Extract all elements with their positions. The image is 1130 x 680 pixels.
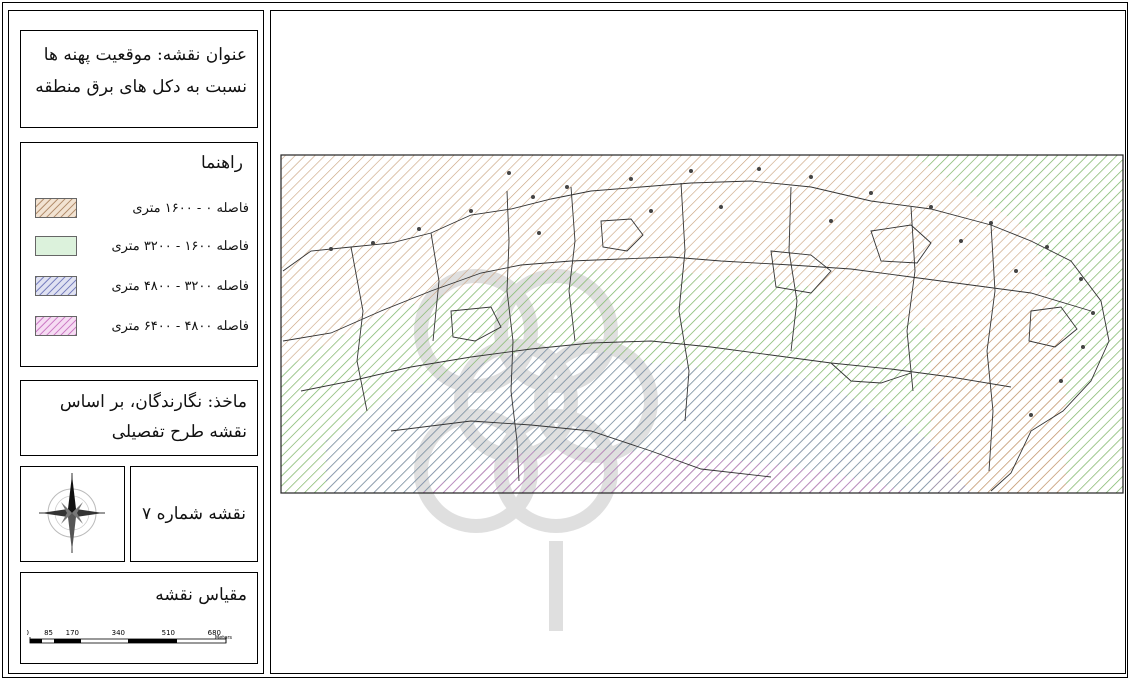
legend-label-zone3: فاصله ۳۲۰۰ - ۴۸۰۰ متری (111, 278, 249, 294)
scale-tick-680: 680 (208, 629, 221, 637)
source-box: ماخذ: نگارندگان، بر اساس نقشه طرح تفصیلی (20, 380, 258, 456)
legend-label-zone2: فاصله ۱۶۰۰ - ۳۲۰۰ متری (111, 238, 249, 254)
zone-3200-4800 (326, 344, 971, 493)
map-title-box: عنوان نقشه: موقعیت پهنه ها نسبت به دکل ه… (20, 30, 258, 128)
legend-item-zone4: فاصله ۴۸۰۰ - ۶۴۰۰ متری (21, 315, 249, 337)
north-arrow-compass-icon (39, 473, 105, 553)
map-title-line1: عنوان نقشه: موقعیت پهنه ها (43, 45, 247, 65)
boundary-lines (282, 180, 1110, 492)
compass-box (20, 466, 125, 562)
map-number: نقشه شماره ۷ (142, 504, 246, 524)
legend-item-zone1: فاصله ۰ - ۱۶۰۰ متری (21, 197, 249, 219)
power-tower-points (329, 167, 1095, 417)
scale-unit: Meters (215, 635, 232, 641)
zone-4800-6400 (421, 449, 911, 493)
scale-box: مقیاس نقشه 0 85 170 340 510 680 Meters (20, 572, 258, 664)
scale-tick-170: 170 (66, 629, 79, 637)
zones-layer (281, 155, 1123, 493)
legend-label-zone1: فاصله ۰ - ۱۶۰۰ متری (132, 200, 249, 216)
legend-title: راهنما (200, 153, 243, 173)
data-frame-border (280, 154, 1124, 494)
scale-tick-0: 0 (27, 629, 29, 637)
legend-item-zone2: فاصله ۱۶۰۰ - ۳۲۰۰ متری (21, 235, 249, 257)
map-canvas (280, 154, 1124, 631)
scale-title: مقیاس نقشه (155, 585, 247, 605)
legend-swatch-zone1 (35, 198, 77, 218)
legend-box: راهنما فاصله ۰ - ۱۶۰۰ متری فاصله ۱۶۰۰ - … (20, 142, 258, 367)
scale-tick-510: 510 (162, 629, 175, 637)
scale-bar: 0 85 170 340 510 680 Meters (27, 629, 232, 644)
legend-swatch-zone2 (35, 236, 77, 256)
scale-tick-340: 340 (112, 629, 125, 637)
map-number-box: نقشه شماره ۷ (130, 466, 258, 562)
map-sidebar (8, 10, 264, 674)
legend-swatch-zone3 (35, 276, 77, 296)
map-title-line2: نسبت به دکل های برق منطقه (35, 77, 247, 97)
legend-label-zone4: فاصله ۴۸۰۰ - ۶۴۰۰ متری (111, 318, 249, 334)
source-line1: ماخذ: نگارندگان، بر اساس (59, 392, 247, 412)
legend-swatch-zone4 (35, 316, 77, 336)
scale-tick-85: 85 (44, 629, 53, 637)
source-line2: نقشه طرح تفصیلی (111, 422, 247, 442)
zone-1600-3200-east (911, 155, 1123, 493)
zone-0-1600-south (931, 311, 1066, 493)
map-frame (270, 10, 1126, 674)
legend-item-zone3: فاصله ۳۲۰۰ - ۴۸۰۰ متری (21, 275, 249, 297)
